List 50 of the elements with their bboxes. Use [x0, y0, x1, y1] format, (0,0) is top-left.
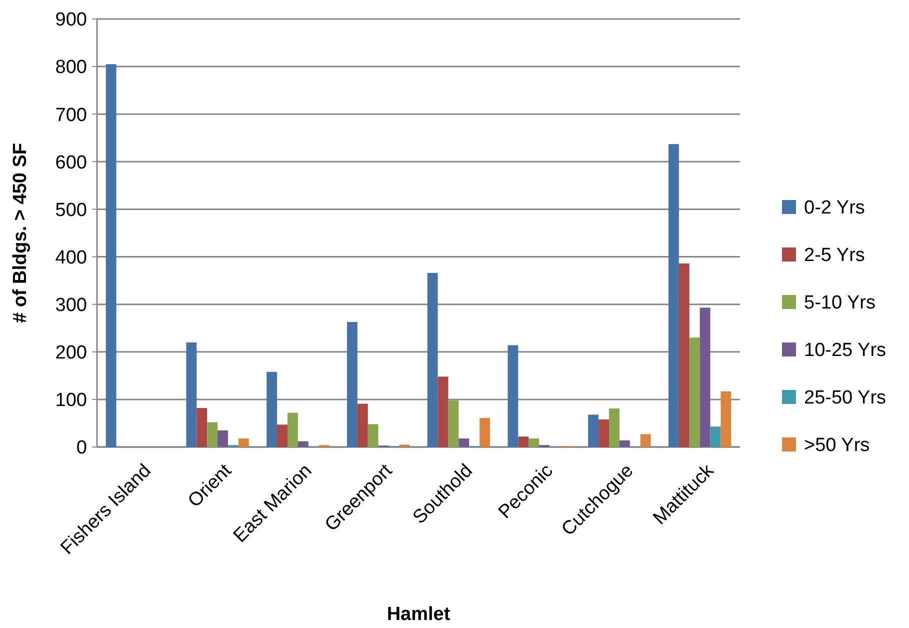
bar: [438, 376, 448, 447]
bar: [357, 404, 368, 447]
bar: [518, 436, 529, 447]
y-tick-label: 500: [55, 200, 87, 221]
bar: [608, 408, 620, 447]
y-tick-label: 600: [55, 152, 87, 174]
bar: [480, 418, 490, 447]
bar: [448, 400, 459, 447]
bar: [266, 372, 278, 447]
bar: [368, 424, 378, 447]
bar: [238, 438, 249, 447]
bar: [588, 414, 599, 447]
bar: [700, 308, 710, 447]
bar: [277, 424, 288, 447]
bar: [298, 441, 308, 447]
bar: [640, 434, 651, 447]
y-tick-label: 900: [55, 10, 87, 31]
bar: [106, 64, 116, 447]
bar: [720, 391, 732, 447]
y-tick-label: 100: [55, 390, 87, 412]
legend-label: 5-10 Yrs: [804, 292, 876, 314]
bar: [678, 263, 690, 447]
y-tick-label: 200: [55, 342, 87, 364]
bar: [668, 144, 679, 447]
legend-label: 25-50 Yrs: [804, 388, 886, 409]
bar: [598, 419, 609, 447]
bar: [196, 408, 208, 447]
bar: [427, 272, 438, 447]
bar: [619, 440, 630, 447]
legend-label: 2-5 Yrs: [804, 245, 865, 266]
y-tick-label: 800: [55, 57, 87, 78]
bar: [528, 438, 540, 447]
y-tick-label: 400: [55, 247, 87, 268]
bar: [458, 438, 470, 447]
bar: [287, 412, 298, 447]
bar: [508, 345, 518, 447]
bar: [710, 426, 721, 447]
legend-label: >50 Yrs: [804, 435, 870, 456]
y-tick-label: 300: [55, 294, 87, 316]
bar: [186, 342, 197, 447]
x-axis-title: Hamlet: [386, 604, 451, 625]
y-tick-label: 0: [76, 438, 87, 459]
legend-label: 10-25 Yrs: [804, 340, 886, 362]
bar: [207, 422, 218, 447]
y-tick-label: 700: [55, 104, 87, 126]
bar: [218, 430, 228, 447]
bar: [346, 322, 358, 447]
legend-label: 0-2 Yrs: [804, 198, 865, 219]
y-axis-title: # of Bldgs. > 450 SF: [10, 142, 31, 324]
bar: [689, 338, 700, 447]
